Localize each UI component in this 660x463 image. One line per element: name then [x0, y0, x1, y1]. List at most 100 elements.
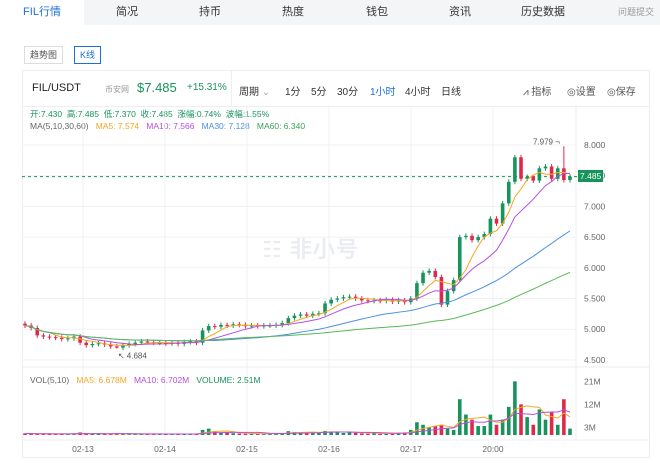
save-button[interactable]: ◎保存	[607, 83, 636, 98]
volume-bar	[41, 433, 46, 435]
settings-button[interactable]: ◎设置	[567, 83, 596, 98]
tab-news[interactable]: 资讯	[449, 6, 471, 18]
candle-up	[445, 291, 450, 305]
tab-holders[interactable]: 持币	[199, 6, 221, 18]
candle-down	[531, 176, 536, 181]
trend-chart-button[interactable]: 趋势图	[24, 46, 64, 64]
volume-bar	[433, 426, 438, 435]
time-tick-label: 02-14	[154, 444, 176, 454]
period-5m[interactable]: 5分	[311, 87, 327, 98]
volume-bar	[219, 432, 223, 435]
volume-bar	[145, 433, 150, 435]
volume-bar	[133, 433, 138, 435]
volume-bar	[304, 432, 309, 435]
camera-icon: ◎	[607, 87, 616, 98]
tab-popularity[interactable]: 热度	[282, 6, 304, 18]
volume-bar	[121, 433, 125, 435]
candle-up	[335, 298, 340, 300]
volume-bar	[482, 426, 487, 435]
volume-bar	[415, 422, 419, 435]
candle-up	[488, 218, 493, 235]
candle-down	[53, 337, 58, 339]
volume-bar	[476, 426, 480, 435]
volume-bar	[262, 433, 266, 435]
feedback-link[interactable]: 问题提交	[617, 7, 654, 17]
time-tick-label: 02-15	[236, 444, 258, 454]
divider	[231, 71, 232, 107]
volume-bar	[164, 434, 168, 435]
indicator-button[interactable]: ⩘ 指标	[523, 83, 551, 98]
volume-bar	[513, 381, 517, 435]
volume-bar	[366, 433, 370, 435]
volume-bar	[390, 433, 395, 435]
volume-bar	[378, 433, 382, 435]
vol-ma10-line	[24, 409, 571, 435]
volume-bar	[53, 434, 58, 435]
volume-bar	[537, 409, 542, 435]
candle-up	[139, 341, 144, 343]
candle-up	[506, 181, 511, 204]
candle-down	[433, 270, 438, 278]
volume-bar	[384, 433, 389, 435]
period-dropdown[interactable]: 周期 ⌄	[239, 83, 270, 98]
candle-up	[464, 235, 468, 238]
volume-bar	[298, 432, 303, 435]
volume-bar	[464, 414, 468, 435]
ma60-line	[24, 271, 571, 342]
price-change: +15.31%	[187, 82, 227, 93]
period-4h[interactable]: 4小时	[405, 87, 431, 98]
tab-history[interactable]: 历史数据	[521, 6, 565, 18]
volume-bar	[231, 433, 236, 435]
chart-panel: FIL/USDT 币安网 $7.485 +15.31% 周期 ⌄ 1分 5分 3…	[22, 70, 650, 458]
ma60-value: MA60: 6.340	[256, 121, 306, 131]
volume-bar	[157, 433, 162, 435]
volume-bar	[102, 433, 107, 435]
period-1h[interactable]: 1小时	[370, 87, 396, 98]
time-tick-label: 02-16	[318, 444, 340, 454]
candle-up	[421, 272, 425, 284]
tab-overview[interactable]: 简况	[116, 6, 138, 18]
candle-down	[366, 300, 370, 302]
volume-bar	[90, 433, 95, 435]
candle-down	[47, 336, 52, 338]
candle-up	[555, 168, 560, 179]
volume-bar	[421, 424, 425, 435]
period-1d[interactable]: 日线	[441, 87, 461, 98]
tab-wallet[interactable]: 钱包	[366, 6, 388, 18]
kline-button[interactable]: K线	[74, 46, 102, 64]
volume-tick-label: 21M	[584, 376, 601, 386]
volume-bar	[555, 424, 560, 435]
candle-up	[286, 318, 291, 324]
tab-fil-market[interactable]: FIL行情	[0, 0, 84, 25]
volume-bar	[182, 434, 187, 435]
chart-header: FIL/USDT 币安网 $7.485 +15.31% 周期 ⌄ 1分 5分 3…	[23, 71, 649, 107]
candle-up	[66, 338, 70, 340]
candle-down	[549, 166, 554, 179]
volume-bar	[525, 417, 529, 435]
candle-down	[378, 300, 382, 302]
current-price-tag: 7.485	[578, 169, 604, 182]
chart-line-icon: ⩘	[523, 87, 529, 98]
period-1m[interactable]: 1分	[285, 87, 301, 98]
volume-bar	[243, 433, 248, 435]
candle-down	[84, 342, 89, 346]
volume-bar	[127, 434, 131, 435]
volume-bar	[451, 429, 456, 435]
time-tick-label: 02-13	[72, 444, 94, 454]
top-tab-bar: FIL行情 简况 持币 热度 钱包 资讯 历史数据 问题提交	[0, 0, 660, 25]
save-label: 保存	[615, 87, 636, 98]
ma5-value: MA5: 7.574	[95, 121, 140, 131]
volume-bar	[317, 432, 321, 435]
volume-tick-label: 3M	[584, 422, 596, 432]
volume-bar	[347, 431, 352, 435]
exchange-name: 币安网	[105, 85, 129, 94]
candle-down	[164, 342, 168, 344]
candle-up	[249, 325, 254, 327]
candle-up	[341, 297, 346, 299]
candle-up	[525, 176, 529, 179]
volume-bar	[108, 433, 113, 435]
period-30m[interactable]: 30分	[337, 87, 359, 98]
candle-up	[482, 234, 487, 238]
candle-up	[329, 299, 333, 304]
